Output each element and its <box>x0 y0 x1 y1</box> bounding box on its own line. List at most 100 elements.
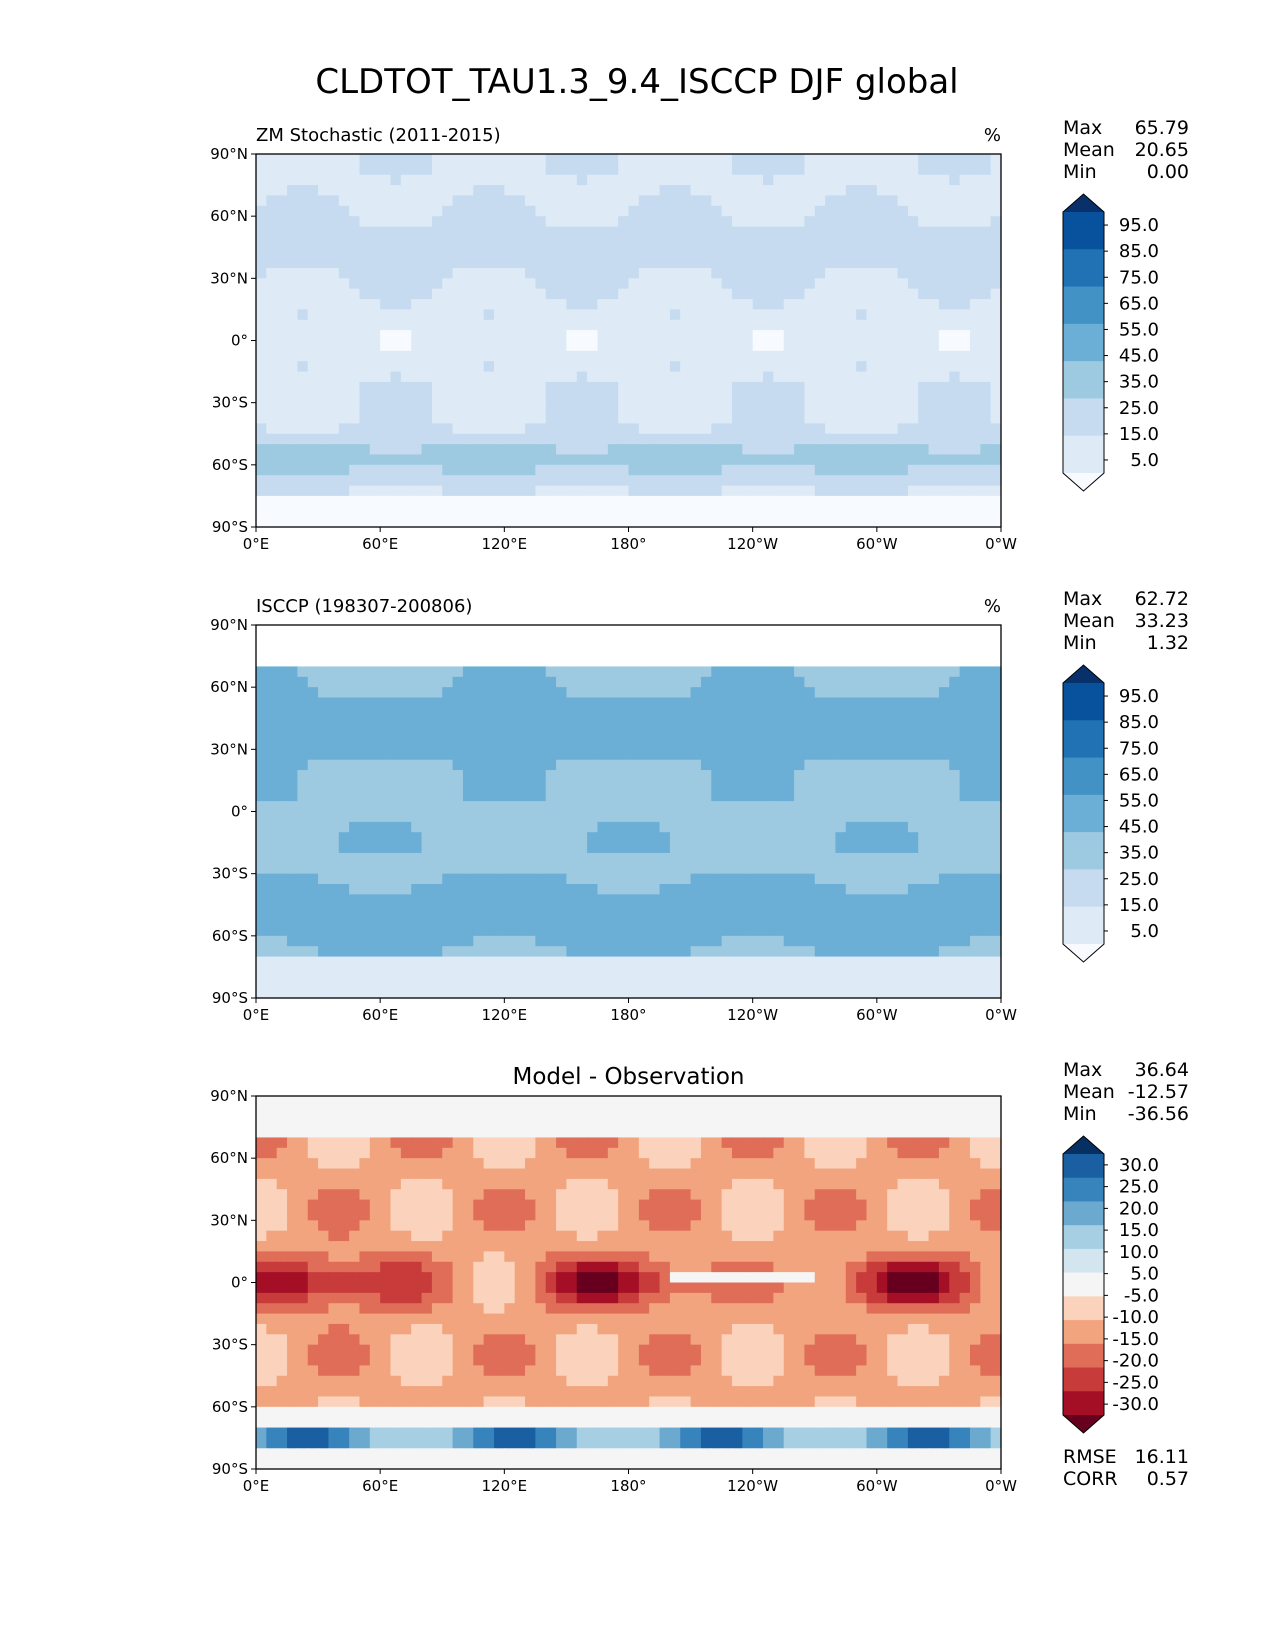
map-cell <box>711 257 723 269</box>
map-cell <box>659 267 671 279</box>
map-cell <box>597 842 609 854</box>
map-cell <box>359 625 371 636</box>
map-cell <box>504 164 516 176</box>
map-cell <box>307 164 319 176</box>
map-cell <box>897 728 909 740</box>
map-cell <box>462 645 474 657</box>
map-cell <box>359 185 371 197</box>
map-cell <box>328 666 340 678</box>
map-cell <box>752 216 764 228</box>
map-cell <box>835 299 847 311</box>
map-cell <box>380 392 392 404</box>
map-cell <box>835 738 847 750</box>
map-cell <box>659 821 671 833</box>
map-cell <box>369 811 381 823</box>
map-cell <box>535 205 547 217</box>
map-cell <box>752 687 764 699</box>
map-cell <box>866 154 878 165</box>
map-cell <box>483 309 495 321</box>
map-cell <box>618 164 630 176</box>
map-cell <box>276 278 288 290</box>
map-cell <box>504 299 516 311</box>
map-cell <box>731 656 743 668</box>
map-cell <box>297 361 309 373</box>
map-cell <box>856 319 868 331</box>
map-cell <box>628 485 640 497</box>
map-cell <box>649 464 661 476</box>
map-cell <box>711 863 723 875</box>
map-cell <box>256 625 267 636</box>
map-cell <box>835 371 847 383</box>
map-cell <box>773 413 785 424</box>
map-cell <box>431 185 443 197</box>
map-cell <box>918 935 930 947</box>
map-cell <box>649 381 661 393</box>
map-cell <box>566 454 578 466</box>
map-cell <box>918 216 930 228</box>
map-cell <box>338 666 350 678</box>
map-cell <box>887 278 899 290</box>
map-cell <box>700 371 712 383</box>
map-cell <box>607 278 619 290</box>
map-cell <box>318 195 330 207</box>
map-cell <box>307 946 319 958</box>
map-cell <box>421 278 433 290</box>
map-cell <box>576 444 588 456</box>
map-cell <box>452 790 464 802</box>
map-cell <box>928 319 940 331</box>
map-cell <box>980 687 992 699</box>
map-cell <box>659 299 671 311</box>
map-cell <box>525 319 536 331</box>
map-cell <box>359 236 371 248</box>
map-cell <box>256 402 267 414</box>
map-cell <box>462 288 474 300</box>
map-cell <box>514 697 526 709</box>
map-cell <box>918 915 930 927</box>
map-cell <box>514 625 526 636</box>
map-cell <box>804 464 816 476</box>
map-cell <box>825 852 837 864</box>
map-cell <box>628 381 640 393</box>
map-cell <box>638 195 650 207</box>
map-cell <box>618 495 630 507</box>
map-cell <box>607 925 619 937</box>
map-cell <box>597 278 609 290</box>
map-cell <box>628 464 640 476</box>
map-cell <box>628 738 640 750</box>
map-cell <box>628 770 640 782</box>
map-cell <box>804 495 816 507</box>
map-cell <box>297 884 309 895</box>
map-cell <box>876 738 888 750</box>
map-cell <box>266 309 278 321</box>
map-cell <box>711 247 723 259</box>
map-cell <box>742 247 754 259</box>
map-cell <box>711 832 723 844</box>
map-cell <box>990 361 1002 373</box>
map-cell <box>400 946 412 958</box>
map-cell <box>618 444 630 456</box>
map-cell <box>897 319 909 331</box>
map-cell <box>421 371 433 383</box>
map-cell <box>597 645 609 657</box>
map-cell <box>411 925 423 937</box>
map-cell <box>835 894 847 906</box>
map-cell <box>400 718 412 730</box>
map-cell <box>266 707 278 719</box>
map-cell <box>400 697 412 709</box>
map-cell <box>597 506 609 518</box>
map-cell <box>897 707 909 719</box>
map-cell <box>266 873 278 885</box>
map-cell <box>711 656 723 668</box>
map-cell <box>431 625 443 636</box>
map-cell <box>690 226 702 238</box>
map-cell <box>525 645 536 657</box>
map-cell <box>483 413 495 424</box>
map-cell <box>318 697 330 709</box>
map-cell <box>649 506 661 518</box>
map-cell <box>783 801 795 813</box>
map-cell <box>514 718 526 730</box>
map-cell <box>380 164 392 176</box>
map-cell <box>318 475 330 487</box>
map-cell <box>659 915 671 927</box>
map-cell <box>794 676 806 688</box>
